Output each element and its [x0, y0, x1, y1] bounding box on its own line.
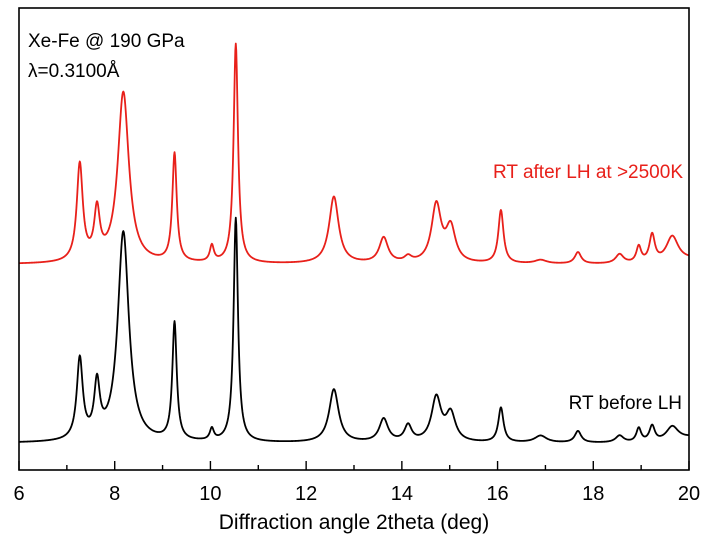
- series-layer: [18, 42, 690, 443]
- x-tick-label: 8: [109, 483, 120, 505]
- x-tick-label: 12: [295, 483, 317, 505]
- after-series-label: RT after LH at >2500K: [493, 162, 683, 183]
- x-tick-label: 10: [199, 483, 221, 505]
- x-tick-label: 18: [582, 483, 604, 505]
- after-lh-series-line: [18, 42, 690, 265]
- composition-annotation: Xe-Fe @ 190 GPa: [28, 31, 185, 52]
- x-axis-ticks: 6 8 10 12 14 16 18 20: [13, 461, 700, 505]
- x-tick-label: 6: [13, 483, 24, 505]
- x-tick-label: 20: [678, 483, 700, 505]
- x-axis-title: Diffraction angle 2theta (deg): [219, 511, 489, 534]
- before-series-label: RT before LH: [569, 393, 682, 414]
- x-tick-label: 14: [391, 483, 413, 505]
- x-tick-label: 16: [486, 483, 508, 505]
- wavelength-annotation: λ=0.3100Å: [28, 61, 120, 82]
- before-lh-series-line: [18, 216, 690, 443]
